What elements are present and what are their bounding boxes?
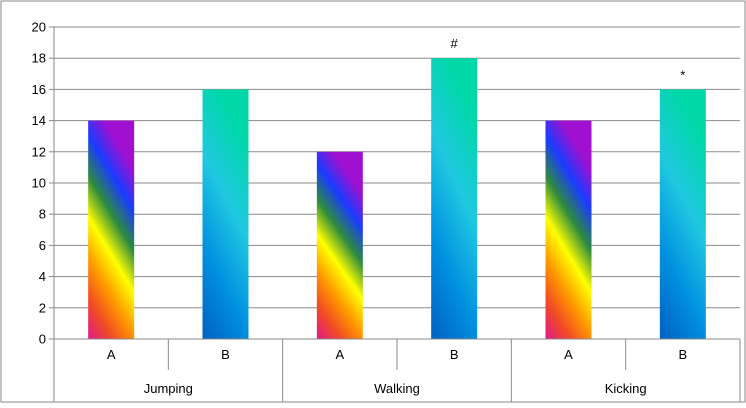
bar-jumping-b (202, 89, 249, 340)
y-tick-label: 0 (39, 332, 46, 347)
y-tick-label: 20 (32, 20, 46, 35)
x-group-label: Jumping (144, 381, 193, 396)
bar-annotation: # (451, 36, 459, 51)
x-category-label: B (678, 347, 687, 362)
y-tick-label: 6 (39, 238, 46, 253)
y-tick-label: 10 (32, 176, 46, 191)
y-tick-label: 8 (39, 207, 46, 222)
x-category-label: B (221, 347, 230, 362)
y-tick-label: 14 (32, 113, 46, 128)
bar-walking-a (316, 151, 363, 339)
bar-kicking-a (545, 120, 592, 339)
x-category-label: A (564, 347, 573, 362)
annotations: #* (451, 36, 686, 82)
bar-kicking-b (659, 89, 706, 340)
y-tick-label: 2 (39, 300, 46, 315)
bars (88, 58, 706, 340)
bar-annotation: * (680, 67, 685, 82)
y-tick-label: 16 (32, 82, 46, 97)
y-axis-ticks: 0 2 4 6 8 10 12 14 16 18 20 (32, 20, 55, 347)
x-axis: A B A B A B Jumping Walking Kicking (53, 338, 741, 402)
bar-walking-b (431, 58, 478, 339)
x-category-label: A (107, 347, 116, 362)
y-tick-label: 12 (32, 144, 46, 159)
x-category-label: B (450, 347, 459, 362)
x-category-label: A (335, 347, 344, 362)
y-tick-label: 18 (32, 51, 46, 66)
y-tick-label: 4 (39, 269, 46, 284)
x-group-label: Walking (374, 381, 420, 396)
bar-jumping-a (88, 120, 135, 339)
x-group-label: Kicking (605, 381, 647, 396)
